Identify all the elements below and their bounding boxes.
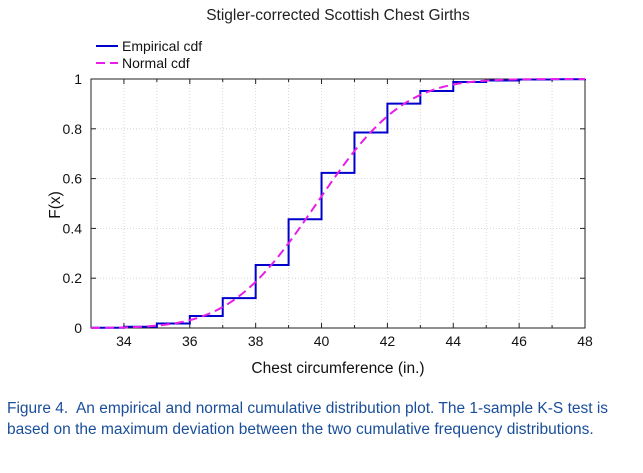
- x-tick-labels: 34 36 38 40 42 44 46 48: [116, 333, 593, 349]
- x-tick-label: 48: [577, 333, 593, 349]
- normal-cdf-line: [90, 78, 585, 329]
- x-tick-label: 44: [445, 333, 461, 349]
- y-tick-label: 0: [74, 320, 82, 336]
- x-tick-label: 34: [116, 333, 132, 349]
- legend-label-empirical: Empirical cdf: [122, 38, 202, 54]
- caption-label: Figure 4.: [7, 400, 69, 417]
- cdf-chart: Stigler-corrected Scottish Chest Girths …: [47, 7, 593, 377]
- y-tick-labels: 0 0.2 0.4 0.6 0.8 1: [63, 71, 83, 336]
- y-tick-label: 0.6: [63, 171, 83, 187]
- y-tick-label: 1: [74, 71, 82, 87]
- x-axis-label: Chest circumference (in.): [251, 360, 424, 377]
- chart-title: Stigler-corrected Scottish Chest Girths: [206, 7, 470, 24]
- x-tick-label: 36: [182, 333, 198, 349]
- x-tick-label: 42: [380, 333, 396, 349]
- y-tick-label: 0.4: [63, 220, 83, 236]
- grid-lines: [90, 78, 586, 329]
- caption-text: An empirical and normal cumulative distr…: [7, 400, 609, 438]
- figure-caption: Figure 4. An empirical and normal cumula…: [7, 398, 637, 440]
- y-axis-label: F(x): [47, 191, 64, 219]
- x-tick-label: 46: [511, 333, 527, 349]
- x-tick-label: 40: [314, 333, 330, 349]
- axes: [90, 78, 586, 329]
- y-tick-label: 0.2: [63, 270, 83, 286]
- empirical-cdf-line: [91, 78, 586, 329]
- series-layer: [90, 78, 586, 329]
- y-tick-label: 0.8: [63, 121, 83, 137]
- plot-frame: [90, 78, 586, 329]
- legend: Empirical cdf Normal cdf: [96, 38, 202, 71]
- x-tick-label: 38: [248, 333, 264, 349]
- legend-label-normal: Normal cdf: [122, 55, 190, 71]
